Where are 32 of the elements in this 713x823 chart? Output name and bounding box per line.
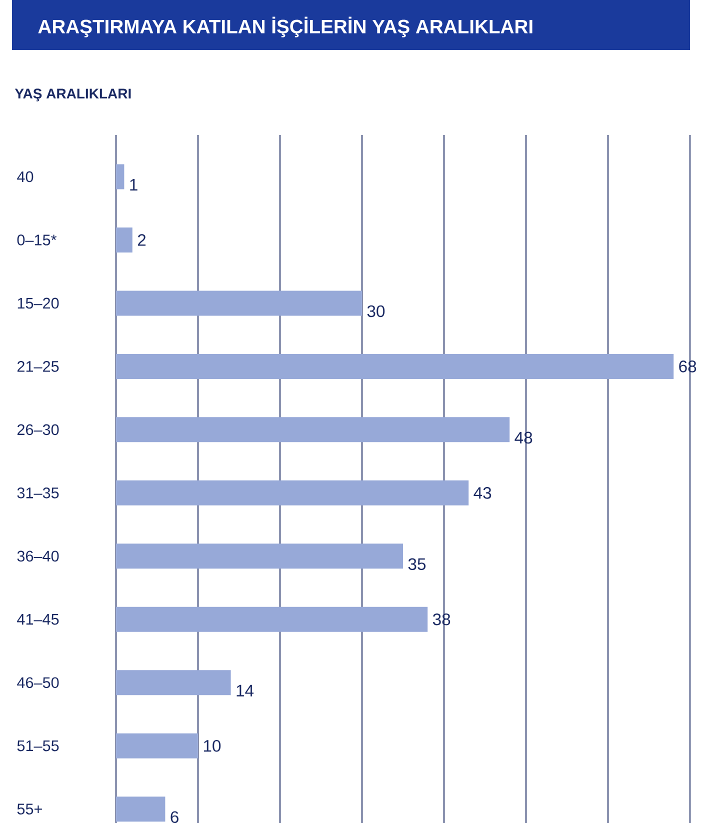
data-label: 43 bbox=[474, 487, 492, 499]
bar bbox=[116, 606, 428, 632]
bar bbox=[116, 227, 132, 252]
bar bbox=[116, 796, 166, 822]
data-label: 35 bbox=[408, 558, 426, 570]
bar bbox=[116, 544, 403, 569]
y-tick-label: 41–45 bbox=[17, 614, 59, 625]
y-tick-label: 31–35 bbox=[17, 487, 59, 498]
y-tick-label: 51–55 bbox=[17, 740, 59, 752]
y-tick-label: 40 bbox=[17, 171, 34, 182]
data-label: 2 bbox=[138, 234, 146, 246]
bar bbox=[116, 670, 231, 696]
data-label: 30 bbox=[367, 305, 385, 318]
y-tick-label: 0–15* bbox=[17, 234, 57, 246]
y-tick-label: 15–20 bbox=[18, 298, 59, 309]
data-label: 1 bbox=[130, 179, 138, 190]
bar bbox=[116, 164, 124, 190]
data-label: 10 bbox=[204, 740, 221, 752]
y-tick-label: 46–50 bbox=[17, 677, 59, 688]
chart-title: ARAŞTIRMAYA KATILAN İŞÇİLERİN YAŞ ARALIKLARI bbox=[38, 16, 532, 38]
data-label: 6 bbox=[170, 811, 178, 823]
bar bbox=[116, 733, 198, 758]
y-tick-label: 26–30 bbox=[17, 424, 59, 436]
y-axis-title: YAŞ ARALIKLARI bbox=[14, 88, 131, 102]
data-label: 14 bbox=[236, 684, 254, 696]
y-tick-label: 55+ bbox=[17, 804, 42, 814]
bar bbox=[116, 480, 469, 506]
bar bbox=[116, 290, 362, 316]
bar bbox=[116, 354, 674, 379]
y-tick-label: 36–40 bbox=[17, 550, 59, 562]
y-tick-label: 21–25 bbox=[17, 361, 59, 372]
bar bbox=[116, 417, 510, 442]
